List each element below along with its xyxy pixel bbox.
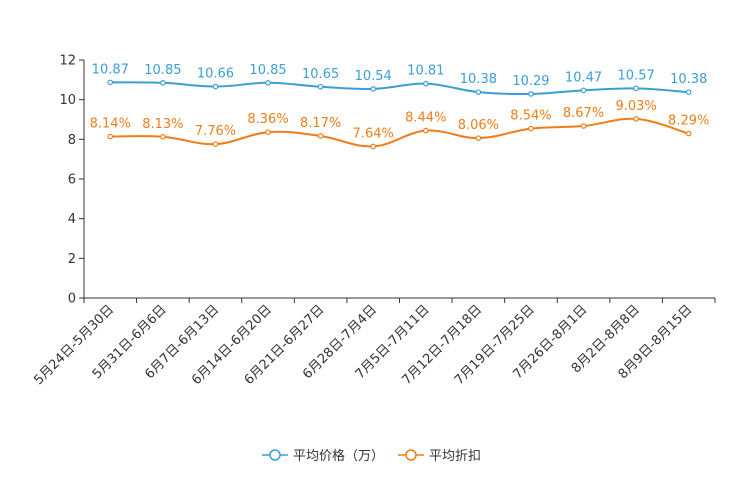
series-2-point[interactable] bbox=[107, 133, 114, 140]
y-tick-label: 4 bbox=[68, 212, 76, 227]
series-1-point[interactable] bbox=[475, 89, 482, 95]
series-1-data-label: 10.85 bbox=[144, 63, 181, 78]
series-2-line bbox=[110, 117, 689, 148]
series-1: 10.87 10.85 10.66 10.85 10.65 10.54 10.81 10.38… bbox=[92, 62, 707, 97]
legend-marker-icon bbox=[269, 449, 281, 461]
series-1-point[interactable] bbox=[107, 79, 114, 86]
series-2-point[interactable] bbox=[160, 133, 166, 140]
series-2-point[interactable] bbox=[265, 129, 271, 135]
y-tick-label: 2 bbox=[68, 252, 76, 267]
series-layer: 10.87 10.85 10.66 10.85 10.65 10.54 10.81 10.38… bbox=[90, 62, 709, 150]
legend-item-1[interactable]: 平均价格（万） bbox=[262, 448, 384, 464]
series-2-data-label: 8.13% bbox=[142, 117, 183, 132]
series-2-point[interactable] bbox=[370, 143, 377, 150]
y-tick-label: 10 bbox=[59, 93, 76, 108]
series-2-point[interactable] bbox=[528, 125, 534, 132]
series-2-point[interactable] bbox=[212, 141, 219, 147]
series-2-point[interactable] bbox=[685, 130, 692, 137]
series-1-data-label: 10.65 bbox=[302, 67, 339, 82]
series-2-point[interactable] bbox=[580, 123, 587, 129]
series-2-data-label: 8.06% bbox=[458, 118, 499, 133]
series-2-data-label: 8.14% bbox=[90, 117, 131, 132]
legend-label: 平均折扣 bbox=[429, 449, 481, 464]
series-1-data-label: 10.87 bbox=[92, 62, 129, 77]
series-2-point[interactable] bbox=[317, 133, 324, 139]
chart-axes: 0246810125月24日-5月30日5月31日-6月6日6月7日-6月13日… bbox=[31, 54, 716, 388]
series-2-data-label: 8.29% bbox=[668, 114, 709, 129]
series-1-data-label: 10.47 bbox=[565, 70, 602, 85]
series-2-data-label: 8.67% bbox=[563, 106, 604, 121]
series-2: 8.14% 8.13% 7.76% 8.36% 8.17% 7.64% 8.44% 8.06%… bbox=[90, 99, 709, 150]
series-2-data-label: 7.76% bbox=[195, 124, 236, 139]
series-2-data-label: 7.64% bbox=[353, 126, 394, 141]
legend-item-2[interactable]: 平均折扣 bbox=[398, 449, 481, 464]
series-1-point[interactable] bbox=[580, 87, 587, 94]
series-1-point[interactable] bbox=[685, 89, 692, 95]
series-1-data-label: 10.29 bbox=[512, 74, 549, 89]
series-2-data-label: 8.17% bbox=[300, 116, 341, 131]
y-tick-label: 0 bbox=[68, 292, 76, 307]
series-1-data-label: 10.38 bbox=[460, 72, 497, 87]
series-1-data-label: 10.38 bbox=[670, 72, 707, 87]
series-1-point[interactable] bbox=[370, 86, 377, 92]
series-1-line bbox=[110, 81, 689, 96]
series-2-data-label: 8.54% bbox=[510, 109, 551, 124]
y-tick-label: 8 bbox=[68, 133, 76, 148]
series-1-point[interactable] bbox=[633, 85, 639, 92]
series-2-data-label: 8.44% bbox=[405, 111, 446, 126]
series-1-point[interactable] bbox=[528, 91, 534, 97]
series-1-point[interactable] bbox=[422, 80, 429, 87]
series-1-point[interactable] bbox=[265, 80, 271, 86]
series-1-data-label: 10.81 bbox=[407, 64, 444, 79]
y-tick-label: 6 bbox=[68, 173, 76, 188]
chart-legend[interactable]: 平均价格（万） 平均折扣 bbox=[262, 448, 481, 464]
legend-marker-icon bbox=[405, 449, 417, 461]
series-1-point[interactable] bbox=[317, 83, 324, 90]
series-1-data-label: 10.57 bbox=[618, 68, 655, 83]
legend-label: 平均价格（万） bbox=[293, 448, 384, 464]
series-1-data-label: 10.66 bbox=[197, 67, 234, 82]
series-2-point[interactable] bbox=[422, 127, 429, 134]
series-2-data-label: 8.36% bbox=[247, 112, 288, 127]
series-2-point[interactable] bbox=[633, 116, 639, 122]
y-tick-label: 12 bbox=[59, 54, 76, 69]
series-1-data-label: 10.54 bbox=[355, 69, 392, 84]
series-1-point[interactable] bbox=[160, 80, 166, 86]
series-2-point[interactable] bbox=[475, 135, 482, 141]
series-1-data-label: 10.85 bbox=[249, 63, 286, 78]
series-2-data-label: 9.03% bbox=[615, 99, 656, 114]
series-1-point[interactable] bbox=[212, 83, 219, 90]
